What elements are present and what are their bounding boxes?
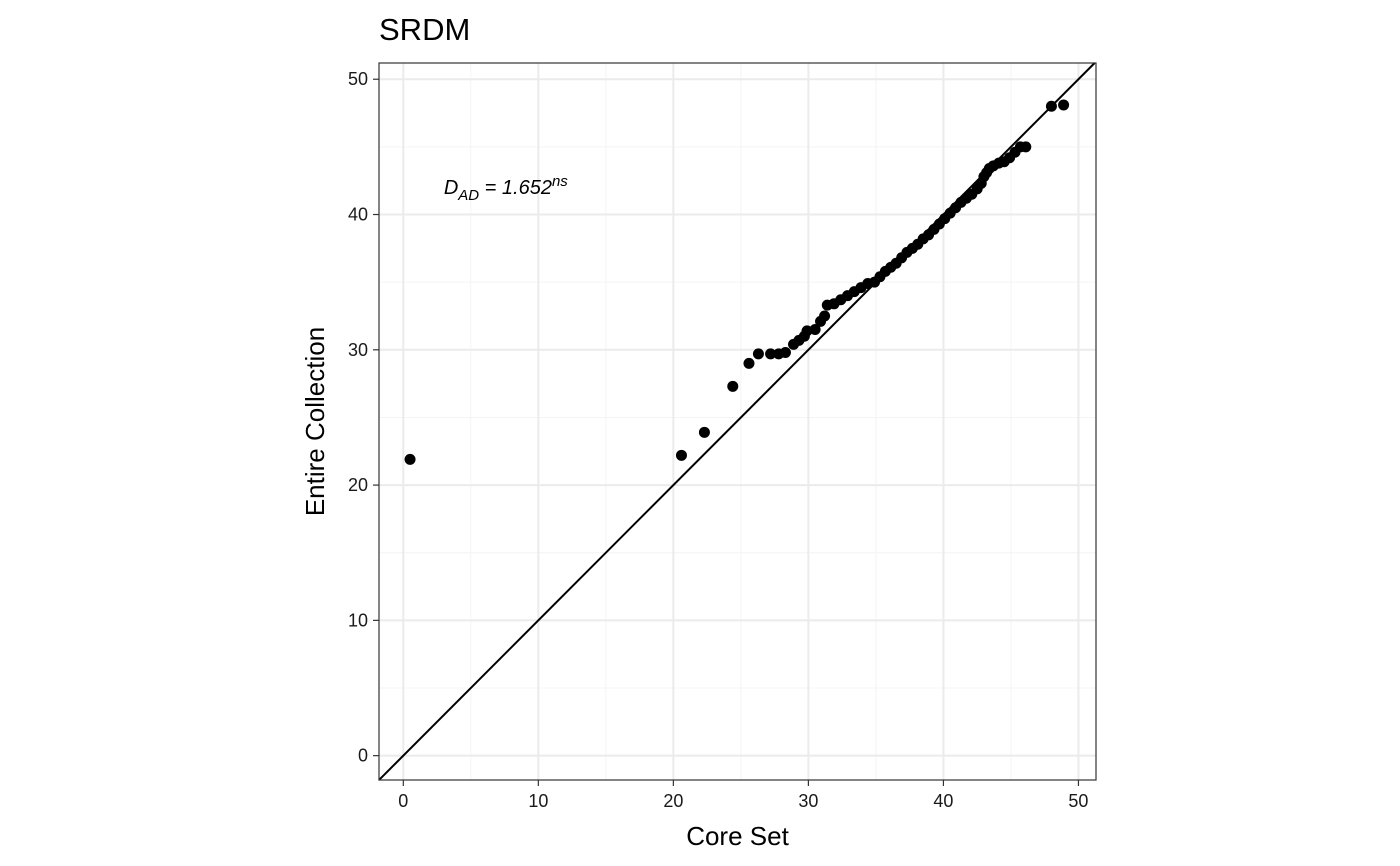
y-tick-label: 0	[358, 746, 368, 766]
anderson-darling-annotation: DAD = 1.652ns	[444, 173, 568, 204]
y-tick-label: 20	[348, 475, 368, 495]
x-tick-label: 0	[398, 791, 408, 811]
data-point	[1058, 99, 1070, 111]
plot-title: SRDM	[379, 12, 470, 47]
minor-gridlines	[379, 63, 1096, 780]
x-tick-label: 50	[1068, 791, 1088, 811]
data-point	[404, 453, 416, 465]
annotation-prefix: D	[444, 177, 458, 199]
y-tick-label: 10	[348, 610, 368, 630]
data-point	[801, 325, 813, 337]
data-point	[1020, 141, 1032, 153]
data-points	[404, 99, 1070, 465]
data-point	[765, 348, 777, 360]
annotation-subscript: AD	[457, 187, 479, 204]
data-point	[752, 348, 764, 360]
y-axis: 0 10 20 30 40 50	[348, 69, 379, 766]
y-tick-label: 40	[348, 205, 368, 225]
data-point	[675, 449, 687, 461]
data-point	[819, 310, 831, 322]
data-point	[698, 426, 710, 438]
data-point	[779, 347, 791, 359]
data-point	[743, 357, 755, 369]
annotation-statistic: = 1.652	[479, 177, 552, 199]
y-tick-label: 30	[348, 340, 368, 360]
x-tick-label: 40	[933, 791, 953, 811]
x-axis-title: Core Set	[686, 821, 789, 851]
x-tick-label: 20	[663, 791, 683, 811]
panel-border	[378, 62, 1097, 781]
major-gridlines	[379, 63, 1096, 780]
y-tick-label: 50	[348, 69, 368, 89]
data-point	[809, 324, 821, 336]
x-tick-label: 30	[798, 791, 818, 811]
y-axis-title: Entire Collection	[300, 327, 330, 516]
data-point	[1045, 100, 1057, 112]
x-tick-label: 10	[528, 791, 548, 811]
x-axis: 0 10 20 30 40 50	[398, 780, 1088, 811]
identity-reference-line	[378, 62, 1096, 781]
annotation-superscript: ns	[552, 173, 568, 190]
data-point	[727, 380, 739, 392]
